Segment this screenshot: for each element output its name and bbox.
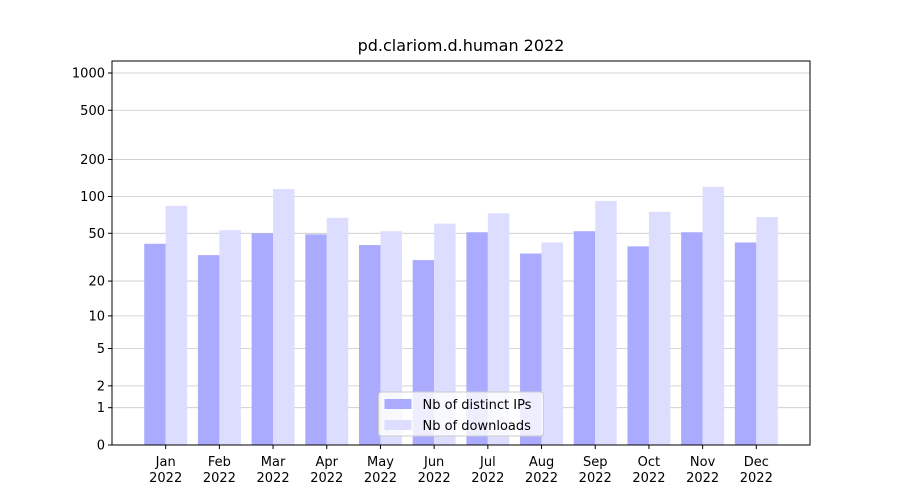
bar <box>434 223 456 445</box>
x-tick-label: Aug <box>529 455 554 470</box>
y-tick-label: 2 <box>97 379 105 394</box>
bar <box>197 255 220 445</box>
x-tick-label: 2022 <box>364 471 397 486</box>
y-tick-label: 100 <box>80 190 105 205</box>
x-tick-label: 2022 <box>525 471 558 486</box>
bar <box>702 186 725 445</box>
axes-frame <box>111 60 811 446</box>
x-tick-label: Oct <box>638 455 660 470</box>
legend-label: Nb of downloads <box>423 419 532 434</box>
bar <box>487 213 510 445</box>
x-tick-label: Jul <box>479 455 496 470</box>
bar <box>595 200 617 445</box>
y-tick-label: 5 <box>97 342 105 357</box>
bar <box>358 245 381 445</box>
bar <box>734 242 757 445</box>
x-tick-label: Nov <box>690 455 716 470</box>
x-tick-label: 2022 <box>471 471 504 486</box>
chart-title: pd.clariom.d.human 2022 <box>358 36 565 55</box>
x-tick-label: 2022 <box>203 471 236 486</box>
legend-label: Nb of distinct IPs <box>423 398 532 413</box>
bar <box>165 205 188 445</box>
bar <box>627 246 649 445</box>
x-tick-label: Mar <box>261 455 286 470</box>
x-tick-label: Apr <box>316 455 339 470</box>
y-tick-label: 10 <box>88 309 105 324</box>
x-tick-label: Jun <box>423 455 444 470</box>
x-tick-label: Feb <box>208 455 231 470</box>
bar <box>326 217 349 445</box>
x-tick-label: Sep <box>583 455 608 470</box>
x-tick-label: Dec <box>744 455 769 470</box>
x-tick-label: 2022 <box>257 471 290 486</box>
bar <box>541 242 564 445</box>
x-tick-label: 2022 <box>632 471 665 486</box>
bar <box>273 189 295 445</box>
bar <box>219 230 241 445</box>
x-tick-label: May <box>367 455 394 470</box>
x-tick-label: 2022 <box>149 471 182 486</box>
y-tick-label: 50 <box>88 227 105 242</box>
bar <box>756 217 778 445</box>
bar <box>681 232 703 445</box>
legend-frame <box>378 391 544 437</box>
x-tick-label: 2022 <box>579 471 612 486</box>
y-tick-label: 0 <box>97 439 105 454</box>
bar <box>648 211 671 445</box>
legend-swatch <box>384 420 412 430</box>
y-tick-label: 1000 <box>72 67 105 82</box>
y-tick-label: 1 <box>97 401 105 416</box>
bar <box>251 233 274 445</box>
x-tick-label: Jan <box>155 455 176 470</box>
bar <box>305 234 327 445</box>
y-tick-label: 20 <box>88 275 105 290</box>
x-tick-label: 2022 <box>310 471 343 486</box>
x-tick-label: 2022 <box>740 471 773 486</box>
x-tick-label: 2022 <box>686 471 719 486</box>
y-tick-label: 500 <box>80 104 105 119</box>
x-tick-label: 2022 <box>418 471 451 486</box>
y-tick-label: 200 <box>80 153 105 168</box>
bar <box>573 231 596 445</box>
bar <box>144 243 166 445</box>
legend-swatch <box>384 399 412 409</box>
